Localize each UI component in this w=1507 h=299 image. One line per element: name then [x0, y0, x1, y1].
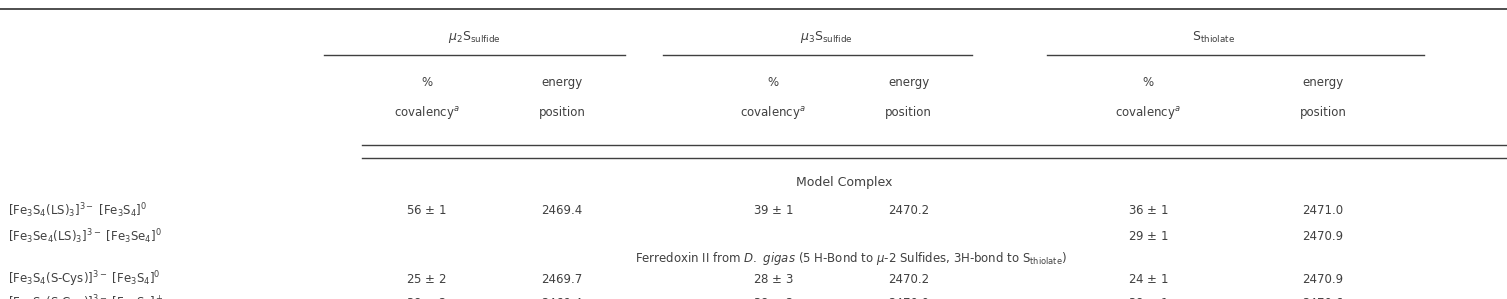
Text: position: position: [885, 106, 933, 119]
Text: 29 $\pm$ 1: 29 $\pm$ 1: [1129, 230, 1168, 243]
Text: 38 $\pm$ 1: 38 $\pm$ 1: [1129, 297, 1168, 299]
Text: $\mu_3\mathrm{S}_\mathrm{sulfide}$: $\mu_3\mathrm{S}_\mathrm{sulfide}$: [800, 29, 851, 45]
Text: position: position: [1299, 106, 1347, 119]
Text: $[\mathrm{Fe_3Se_4(LS)_3}]^{3-}\ [\mathrm{Fe_3Se_4}]^0$: $[\mathrm{Fe_3Se_4(LS)_3}]^{3-}\ [\mathr…: [8, 227, 161, 245]
Text: 2470.6: 2470.6: [1302, 297, 1344, 299]
Text: energy: energy: [888, 76, 930, 89]
Text: covalency$^a$: covalency$^a$: [1115, 104, 1181, 120]
Text: 2470.2: 2470.2: [888, 273, 930, 286]
Text: $\mu_2\mathrm{S}_\mathrm{sulfide}$: $\mu_2\mathrm{S}_\mathrm{sulfide}$: [449, 29, 500, 45]
Text: covalency$^a$: covalency$^a$: [393, 104, 460, 120]
Text: 24 $\pm$ 1: 24 $\pm$ 1: [1129, 273, 1168, 286]
Text: 39 $\pm$ 1: 39 $\pm$ 1: [754, 204, 793, 217]
Text: energy: energy: [1302, 76, 1344, 89]
Text: position: position: [538, 106, 586, 119]
Text: %: %: [767, 76, 779, 89]
Text: 2470.9: 2470.9: [1302, 230, 1344, 243]
Text: 2471.0: 2471.0: [1302, 204, 1344, 217]
Text: covalency$^a$: covalency$^a$: [740, 104, 806, 120]
Text: 2470.0: 2470.0: [888, 297, 930, 299]
Text: $[\mathrm{Fe_3S_4(S\text{-}Cys)}]^{3-}\ [\mathrm{Fe_3S_4}]^0$: $[\mathrm{Fe_3S_4(S\text{-}Cys)}]^{3-}\ …: [8, 270, 160, 289]
Text: 25 $\pm$ 2: 25 $\pm$ 2: [407, 273, 446, 286]
Text: energy: energy: [541, 76, 583, 89]
Text: 28 $\pm$ 3: 28 $\pm$ 3: [752, 273, 794, 286]
Text: 2469.4: 2469.4: [541, 204, 583, 217]
Text: 2469.4: 2469.4: [541, 297, 583, 299]
Text: 56 $\pm$ 1: 56 $\pm$ 1: [407, 204, 446, 217]
Text: 2469.7: 2469.7: [541, 273, 583, 286]
Text: 38 $\pm$ 2: 38 $\pm$ 2: [407, 297, 446, 299]
Text: $\mathrm{S}_\mathrm{thiolate}$: $\mathrm{S}_\mathrm{thiolate}$: [1192, 30, 1234, 45]
Text: 2470.2: 2470.2: [888, 204, 930, 217]
Text: 2470.9: 2470.9: [1302, 273, 1344, 286]
Text: %: %: [420, 76, 433, 89]
Text: $[\mathrm{Fe_3S_4(S\text{-}Cys)}]^{3-}\ [\mathrm{Fe_3S_4}]^+$: $[\mathrm{Fe_3S_4(S\text{-}Cys)}]^{3-}\ …: [8, 294, 163, 299]
Text: Model Complex: Model Complex: [796, 176, 892, 189]
Text: 36 $\pm$ 1: 36 $\pm$ 1: [1129, 204, 1168, 217]
Text: $[\mathrm{Fe_3S_4(LS)_3}]^{3-}\ [\mathrm{Fe_3S_4}]^0$: $[\mathrm{Fe_3S_4(LS)_3}]^{3-}\ [\mathrm…: [8, 202, 146, 220]
Text: Ferredoxin II from $\mathit{D.\ gigas}$ (5 H-Bond to $\mu$-2 Sulfides, 3H-bond t: Ferredoxin II from $\mathit{D.\ gigas}$ …: [636, 250, 1067, 267]
Text: %: %: [1142, 76, 1154, 89]
Text: 38 $\pm$ 2: 38 $\pm$ 2: [754, 297, 793, 299]
